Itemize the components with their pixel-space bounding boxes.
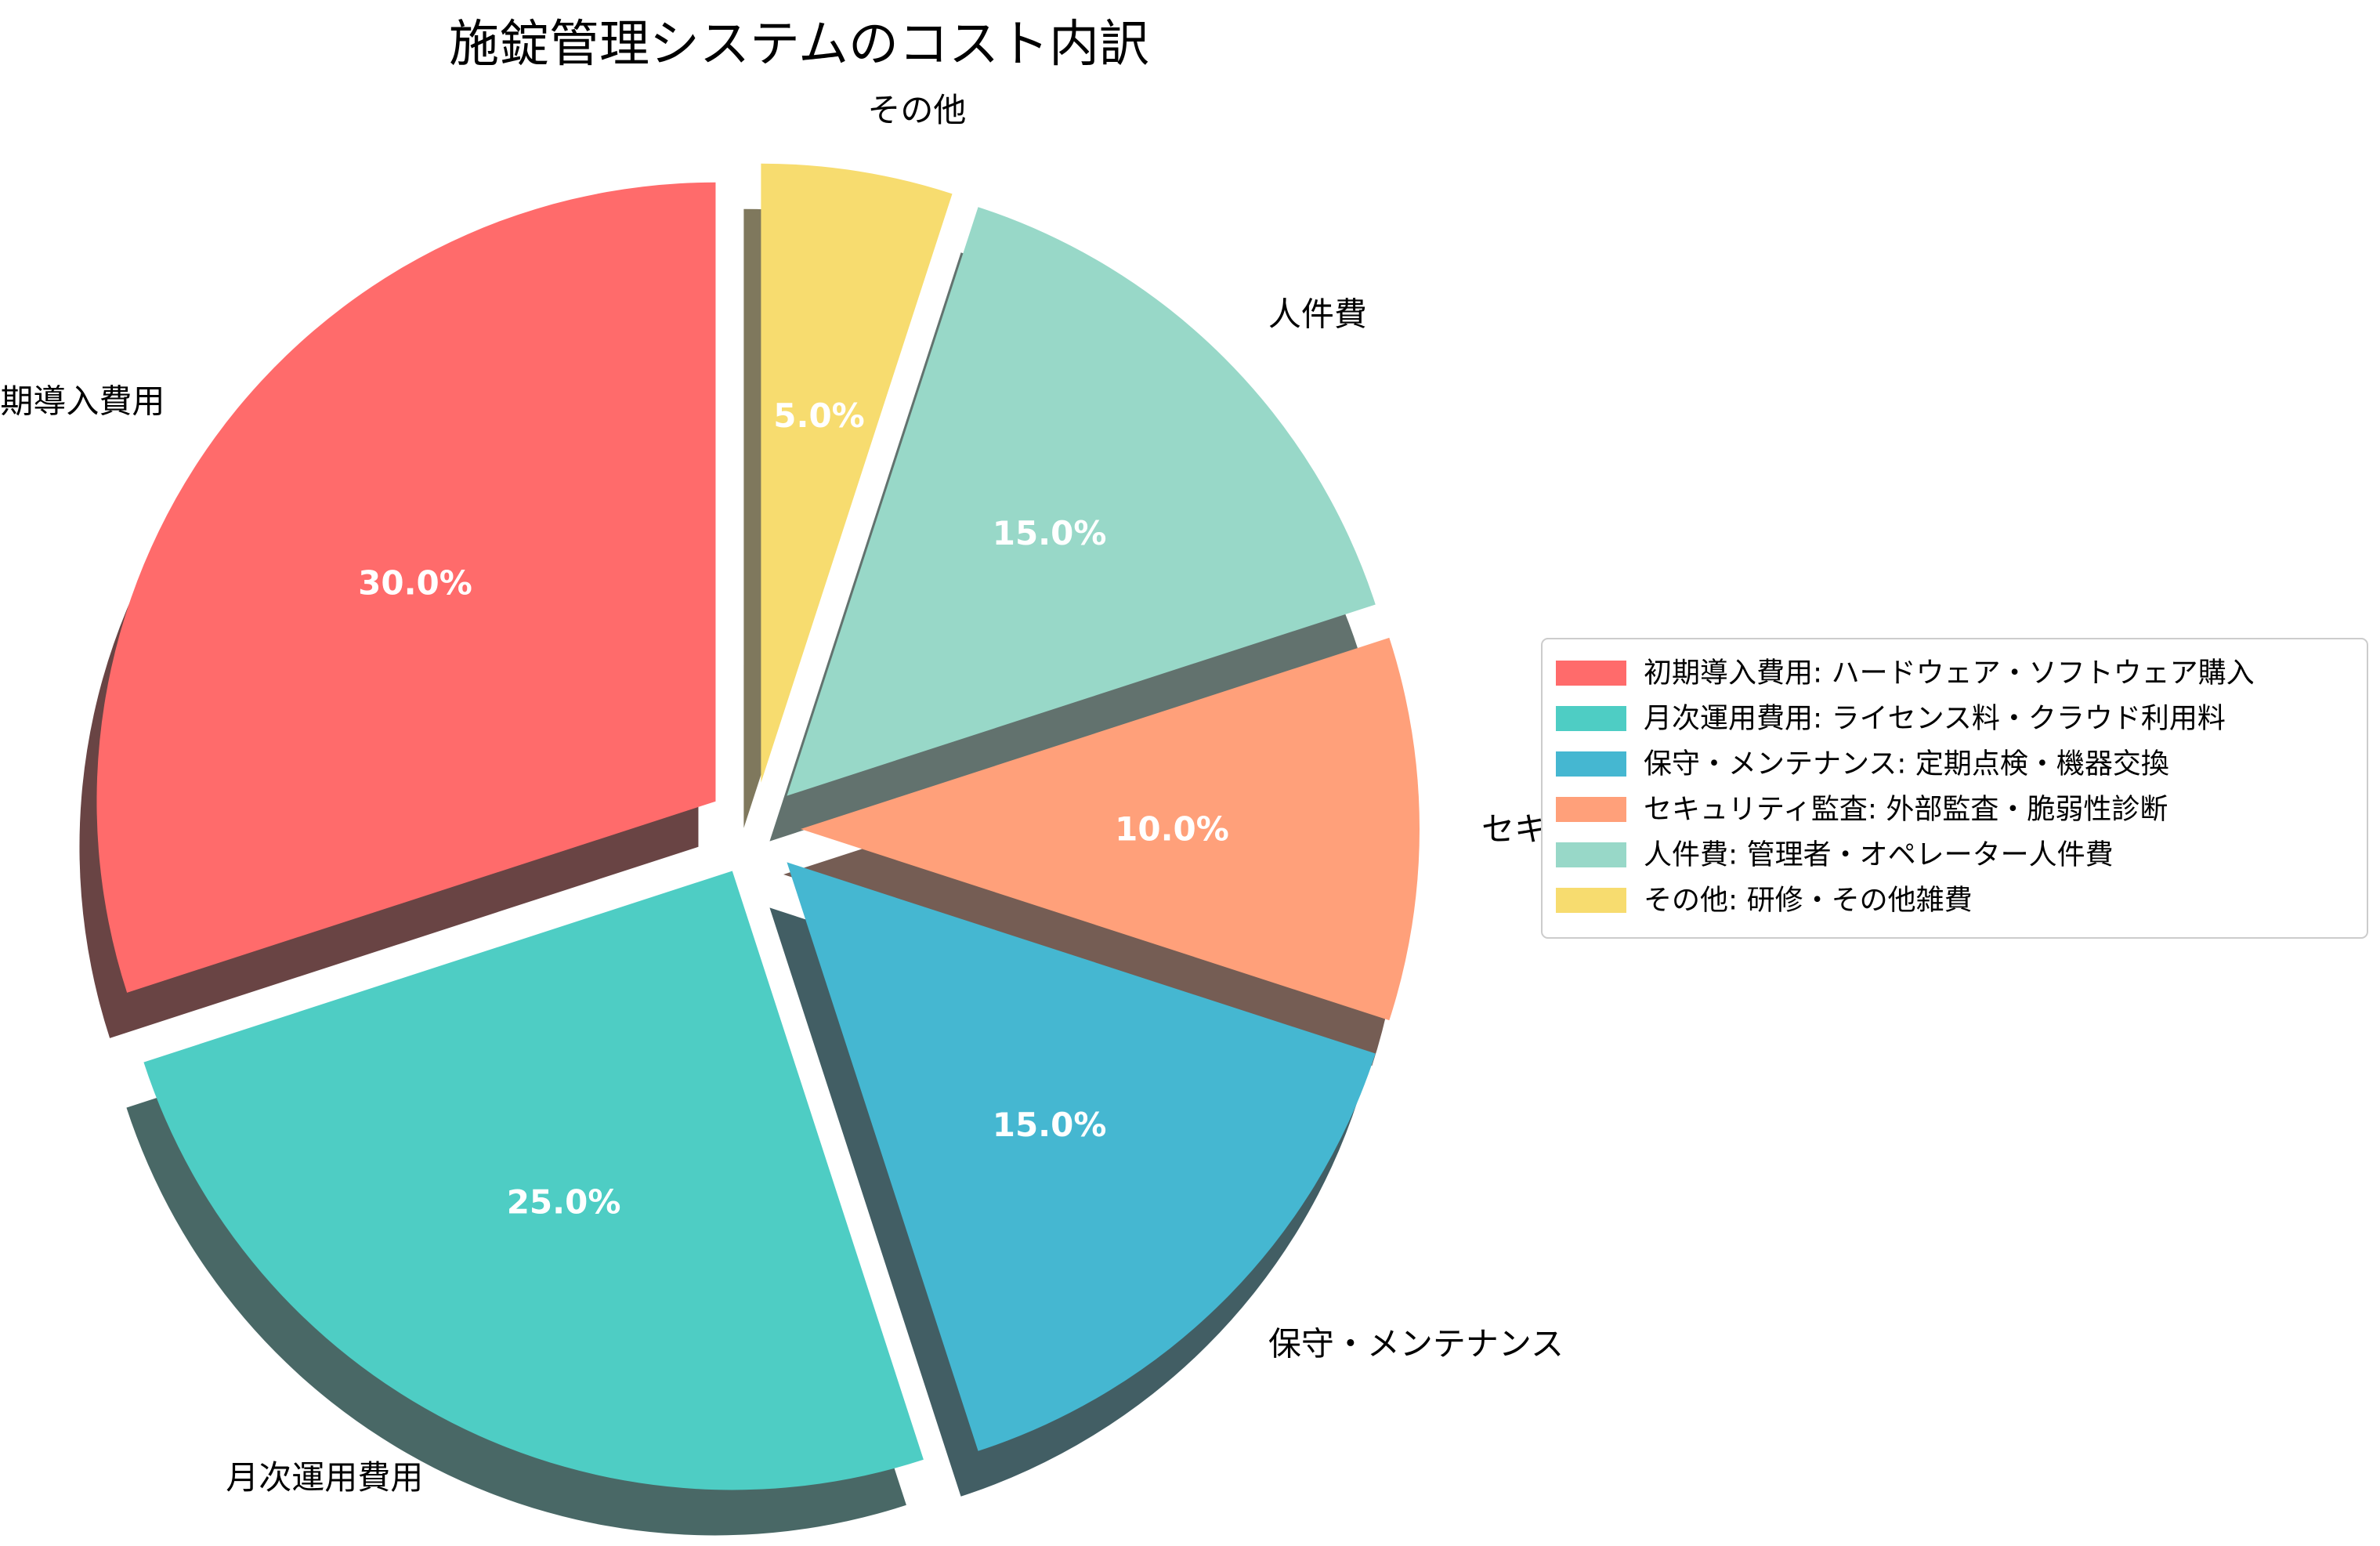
legend-entry: 人件費: 管理者・オペレーター人件費 — [1644, 839, 2114, 871]
pie-slice — [143, 871, 924, 1490]
percent-label: 10.0% — [1115, 810, 1229, 849]
legend-frame — [1541, 638, 2368, 939]
chart-title: 施錠管理システムのコスト内訳 — [449, 16, 1149, 74]
pie-slices — [96, 163, 1420, 1490]
legend-entry: 保守・メンテナンス: 定期点検・機器交換 — [1644, 748, 2169, 780]
legend-swatch — [1556, 751, 1626, 777]
legend-swatch — [1556, 842, 1626, 867]
slice-label: 人件費 — [1268, 295, 1367, 334]
legend-entry: 月次運用費用: ライセンス料・クラウド利用料 — [1644, 703, 2226, 735]
legend-swatch — [1556, 661, 1626, 686]
percent-label: 25.0% — [507, 1182, 621, 1221]
legend-entry: 初期導入費用: ハードウェア・ソフトウェア購入 — [1644, 657, 2255, 690]
pie-slice — [801, 637, 1420, 1021]
percent-label: 30.0% — [358, 564, 472, 603]
pie-slice — [761, 163, 953, 783]
legend-swatch — [1556, 888, 1626, 913]
percent-label: 5.0% — [773, 396, 864, 435]
slice-label: 月次運用費用 — [226, 1458, 423, 1497]
legend-swatch — [1556, 706, 1626, 731]
pie-slice — [96, 182, 716, 993]
legend-entry: セキュリティ監査: 外部監査・脆弱性診断 — [1644, 794, 2168, 826]
pie-slice — [787, 862, 1376, 1451]
legend-entry: その他: 研修・その他雑費 — [1644, 885, 1973, 917]
percent-label: 15.0% — [993, 1106, 1107, 1144]
slice-label: 初期導入費用 — [0, 382, 165, 420]
slice-label: その他 — [867, 91, 966, 129]
slice-label: 保守・メンテナンス — [1268, 1324, 1564, 1363]
pie-slice — [787, 207, 1376, 796]
percent-label: 15.0% — [993, 514, 1107, 552]
legend-swatch — [1556, 797, 1626, 822]
percent-labels: 30.0% 25.0% 15.0% 10.0% 15.0% 5.0% — [358, 396, 1229, 1221]
